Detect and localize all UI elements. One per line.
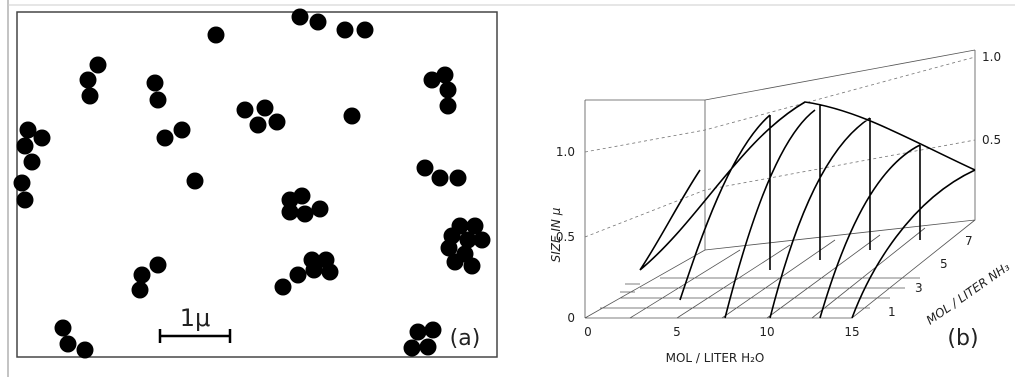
particle (187, 173, 204, 190)
particle (437, 67, 454, 84)
particle (294, 188, 311, 205)
y-tick-label: 7 (965, 234, 973, 248)
panel-a: 1μ (a) (14, 9, 498, 359)
particle (322, 264, 339, 281)
particle (425, 322, 442, 339)
micrograph-frame (17, 12, 497, 357)
particle (306, 262, 323, 279)
y-tick-label: 1 (888, 305, 896, 319)
x-axis-title: MOL / LITER H₂O (666, 351, 765, 365)
x-tick-label: 5 (673, 325, 681, 339)
particle (474, 232, 491, 249)
z-tick-label: 0 (567, 311, 575, 325)
particle (275, 279, 292, 296)
particle (344, 108, 361, 125)
particle (132, 282, 149, 299)
particle (282, 204, 299, 221)
particle (174, 122, 191, 139)
particle (450, 170, 467, 187)
particle (82, 88, 99, 105)
particle (24, 154, 41, 171)
panel-tag: (b) (947, 326, 978, 351)
particle (257, 100, 274, 117)
scale-label: 1μ (180, 304, 211, 332)
particle (208, 27, 225, 44)
particle (404, 340, 421, 357)
particle (237, 102, 254, 119)
x-tick-label: 10 (759, 325, 774, 339)
particle (440, 98, 457, 115)
z-tick-label: 1.0 (556, 145, 575, 159)
x-tick-label: 15 (844, 325, 859, 339)
particle (420, 339, 437, 356)
z-back-tick-label: 1.0 (982, 50, 1001, 64)
particle (410, 324, 427, 341)
particle (337, 22, 354, 39)
particle (17, 138, 34, 155)
z-back-tick-label: 0.5 (982, 133, 1001, 147)
particle (150, 92, 167, 109)
particle (55, 320, 72, 337)
particle (447, 254, 464, 271)
particle (34, 130, 51, 147)
x-tick-label: 0 (584, 325, 592, 339)
particle (250, 117, 267, 134)
particle (464, 258, 481, 275)
panel-tag: (a) (450, 326, 481, 351)
particle (17, 192, 34, 209)
particle (357, 22, 374, 39)
particle (310, 14, 327, 31)
particle (269, 114, 286, 131)
z-axis-title: SIZE IN μ (549, 207, 563, 262)
particle (90, 57, 107, 74)
particle (80, 72, 97, 89)
particle (134, 267, 151, 284)
particle (14, 175, 31, 192)
figure: 1μ (a) 0 0.5 1.0 0.5 1.0 SIZE IN μ 0 5 1… (0, 0, 1015, 377)
particle (150, 257, 167, 274)
particle (147, 75, 164, 92)
particle (312, 201, 329, 218)
particle (297, 206, 314, 223)
particle (292, 9, 309, 26)
particle (440, 82, 457, 99)
y-tick-label: 5 (940, 257, 948, 271)
particle (432, 170, 449, 187)
y-tick-label: 3 (915, 281, 923, 295)
particle (417, 160, 434, 177)
particle (290, 267, 307, 284)
particle (157, 130, 174, 147)
particle (77, 342, 94, 359)
particle (60, 336, 77, 353)
